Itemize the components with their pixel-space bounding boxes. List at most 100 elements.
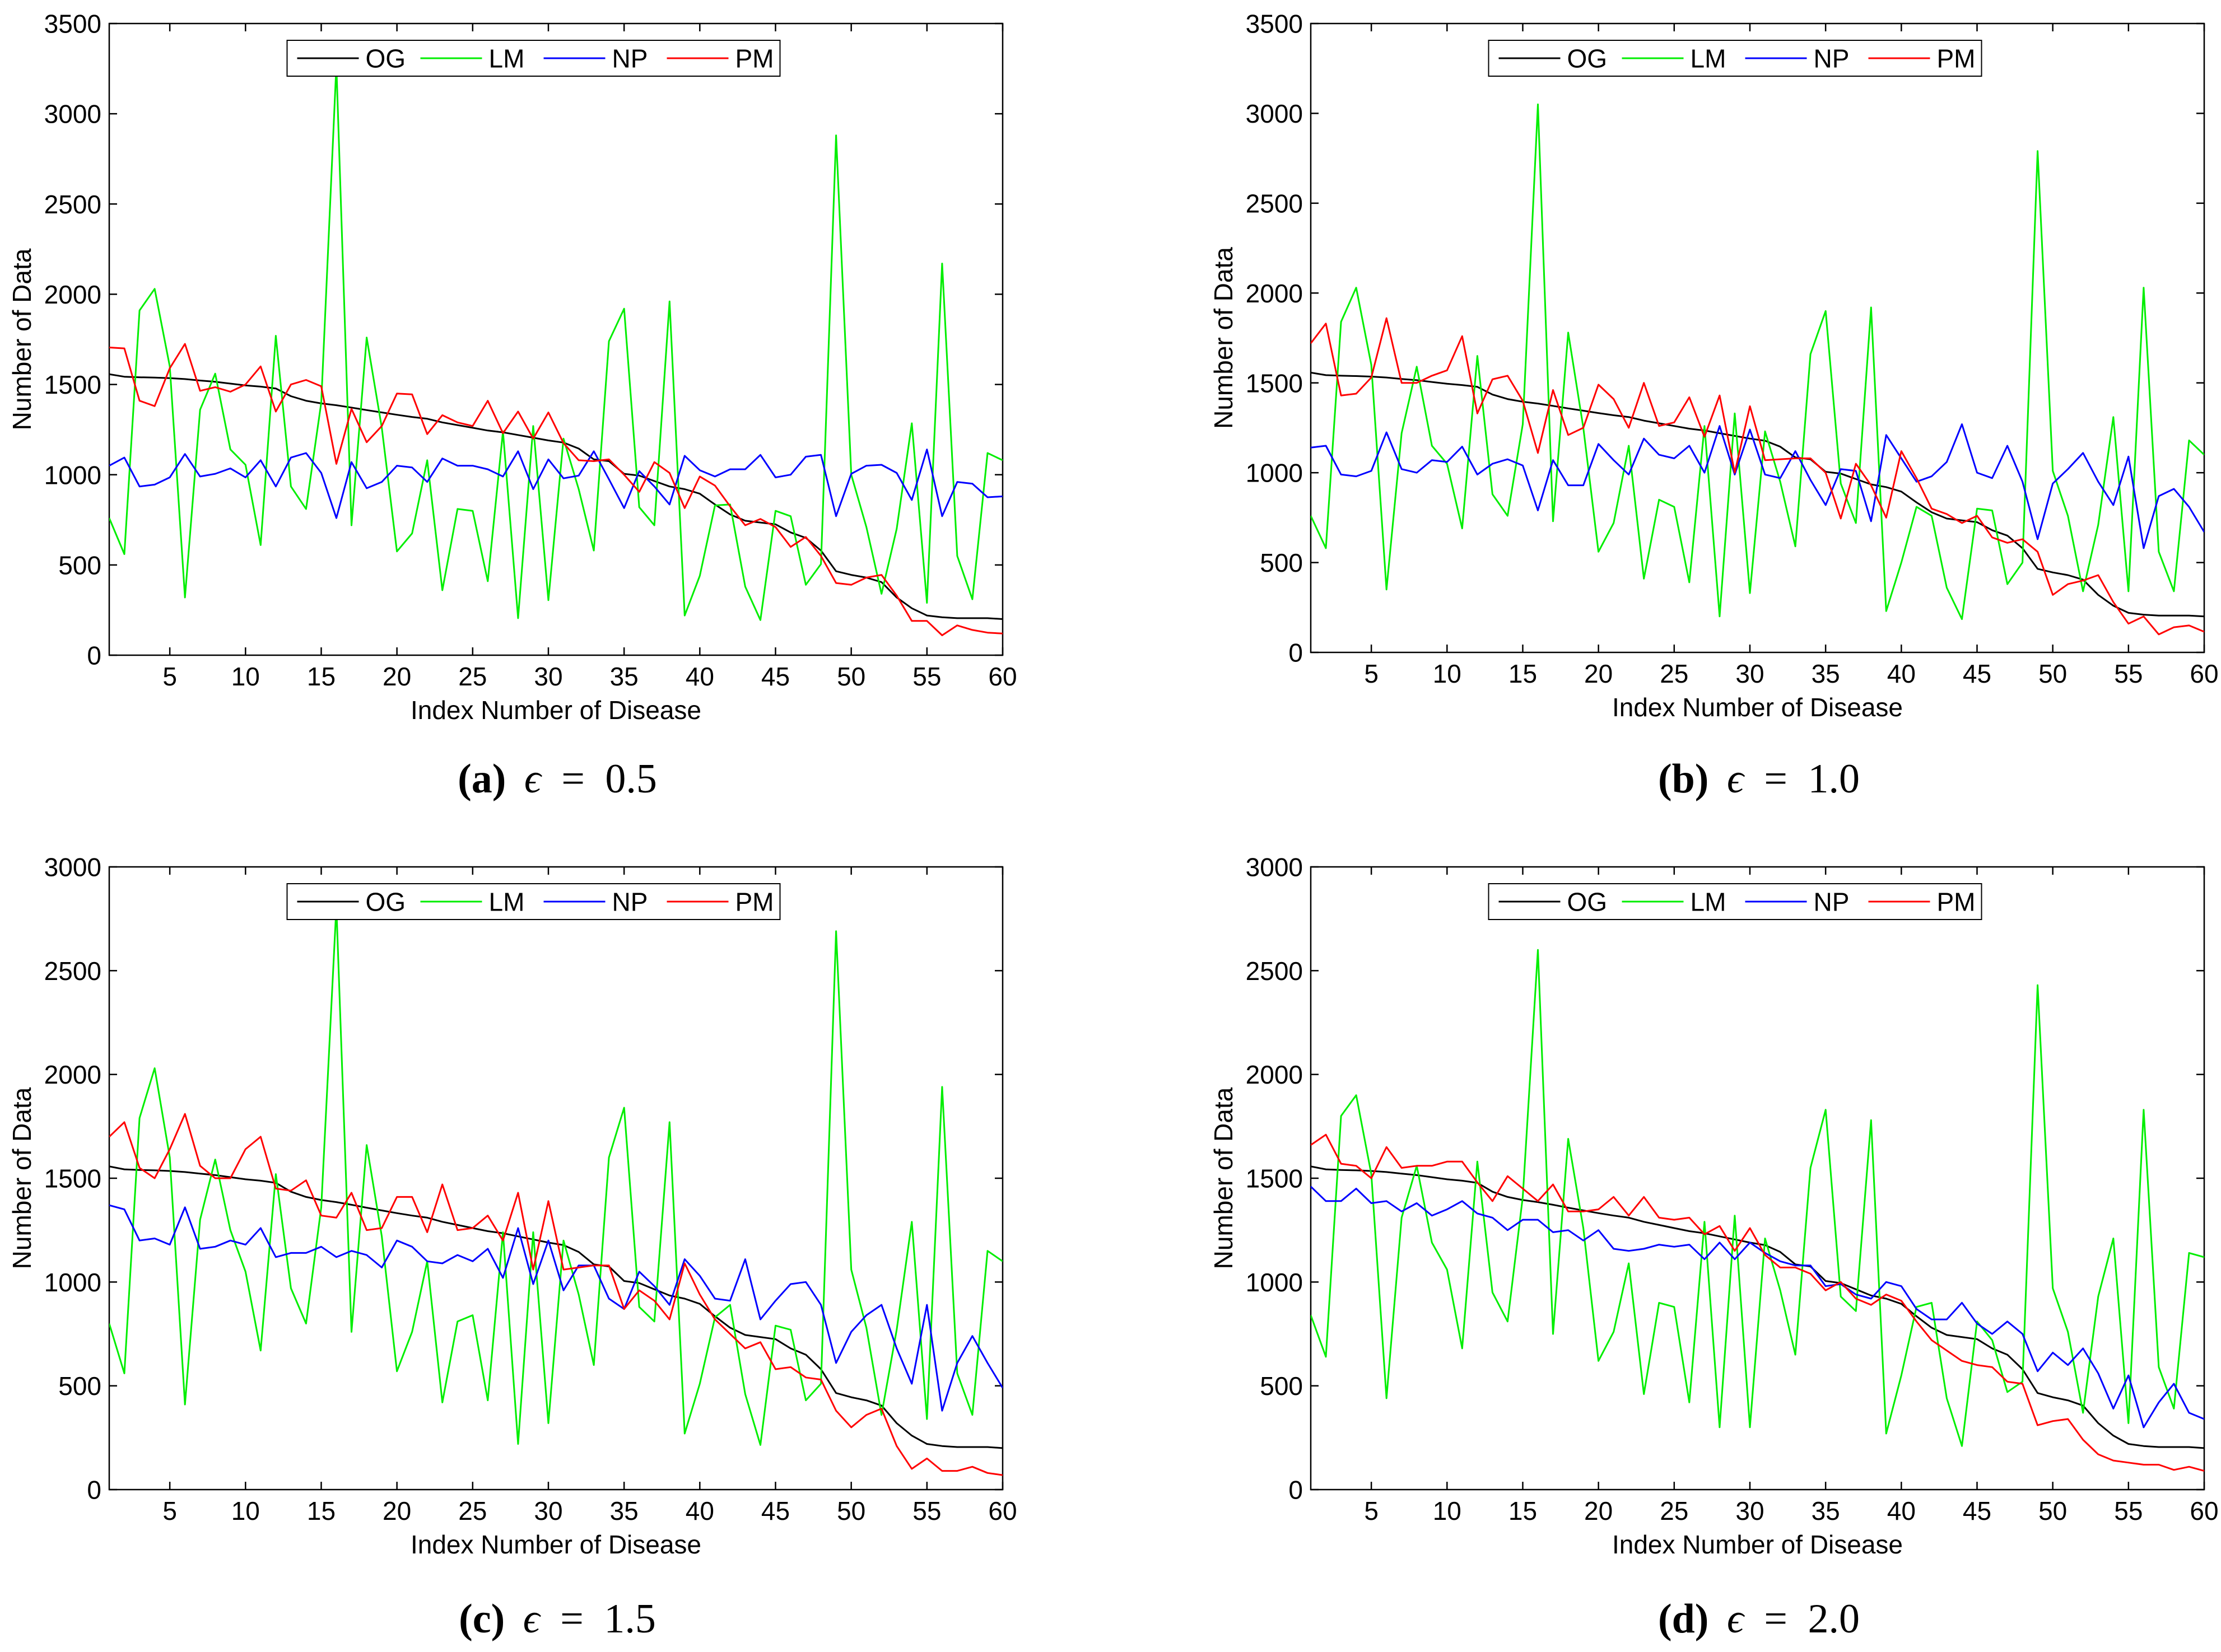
caption-value: 1.5 — [604, 1596, 656, 1642]
series-line-lm — [109, 905, 1003, 1446]
x-tick-label: 20 — [383, 1496, 411, 1525]
caption-value: 1.0 — [1808, 756, 1860, 802]
caption-a: (a) ϵ = 0.5 — [458, 756, 657, 802]
y-tick-label: 3000 — [1246, 853, 1303, 882]
x-tick-label: 5 — [162, 662, 177, 691]
legend-label-np: NP — [1814, 888, 1850, 917]
y-tick-label: 1000 — [44, 1268, 101, 1297]
x-tick-label: 30 — [534, 662, 562, 691]
x-tick-label: 40 — [1887, 659, 1916, 688]
x-tick-label: 45 — [1963, 659, 1991, 688]
x-tick-label: 30 — [534, 1496, 562, 1525]
legend-label-pm: PM — [735, 888, 774, 917]
x-tick-label: 15 — [1508, 659, 1537, 688]
caption-label: (c) — [459, 1596, 505, 1642]
x-axis-label: Index Number of Disease — [1612, 693, 1903, 722]
series-line-pm — [109, 343, 1003, 636]
y-tick-label: 1000 — [1246, 1268, 1303, 1297]
caption-epsilon: ϵ — [523, 1596, 542, 1642]
y-tick-label: 500 — [1260, 1371, 1303, 1401]
y-tick-label: 0 — [1288, 638, 1303, 668]
x-tick-label: 60 — [2190, 659, 2218, 688]
y-axis-label: Number of Data — [1209, 247, 1238, 429]
x-tick-label: 5 — [1364, 1496, 1379, 1525]
y-tick-label: 3000 — [44, 100, 101, 129]
svg-text:(b) ϵ =: (b) ϵ = 1.0 — [1658, 756, 1860, 802]
y-tick-label: 2500 — [44, 190, 101, 219]
y-tick-label: 1000 — [44, 460, 101, 489]
series-group — [1311, 949, 2204, 1472]
plot-area — [108, 866, 1004, 1491]
x-tick-label: 55 — [912, 662, 941, 691]
x-tick-label: 5 — [162, 1496, 177, 1525]
y-tick-label: 1500 — [1246, 1164, 1303, 1193]
x-tick-label: 50 — [837, 662, 865, 691]
legend: OG LM NP PM — [1488, 40, 1982, 77]
series-line-og — [1311, 1165, 2204, 1449]
x-tick-label: 20 — [1584, 659, 1613, 688]
caption-equals: = — [561, 756, 585, 802]
series-line-lm — [1311, 103, 2204, 620]
y-tick-label: 3500 — [44, 10, 101, 39]
y-axis-label: Number of Data — [7, 248, 36, 430]
caption-equals: = — [1764, 756, 1787, 802]
y-tick-label: 0 — [87, 641, 101, 670]
chart-panel-c: 0 500 1000 1500 2000 2500 3000 5 10 15 20 25 30 35 40 4… — [7, 853, 1017, 1559]
x-tick-label: 45 — [761, 662, 790, 691]
y-tick-label: 3500 — [1246, 10, 1303, 39]
x-axis-label: Index Number of Disease — [1612, 1530, 1903, 1559]
caption-equals: = — [1764, 1596, 1787, 1642]
x-tick-label: 5 — [1364, 659, 1379, 688]
x-tick-label: 15 — [1508, 1496, 1537, 1525]
y-tick-label: 2000 — [1246, 279, 1303, 308]
y-tick-label: 2500 — [1246, 956, 1303, 986]
series-line-np — [1311, 1186, 2204, 1429]
caption-b: (b) ϵ = 1.0 — [1658, 756, 1860, 802]
plot-area — [108, 22, 1004, 656]
y-axis-label: Number of Data — [1209, 1087, 1238, 1269]
y-tick-label: 2000 — [44, 280, 101, 309]
legend-label-lm: LM — [1691, 44, 1726, 73]
y-tick-label: 3000 — [44, 853, 101, 882]
plot-area — [1310, 22, 2205, 654]
y-tick-label: 0 — [87, 1476, 101, 1505]
legend: OG LM NP PM — [286, 40, 781, 77]
series-line-lm — [1311, 949, 2204, 1447]
x-tick-label: 55 — [912, 1496, 941, 1525]
x-tick-label: 35 — [610, 662, 639, 691]
legend-label-lm: LM — [1691, 888, 1726, 917]
legend: OG LM NP PM — [1488, 883, 1982, 920]
caption-label: (d) — [1658, 1596, 1708, 1642]
x-tick-label: 50 — [2038, 659, 2067, 688]
y-tick-label: 3000 — [1246, 99, 1303, 128]
caption-equals: = — [560, 1596, 584, 1642]
y-tick-label: 0 — [1288, 1476, 1303, 1505]
legend-label-np: NP — [1814, 44, 1850, 73]
chart-panel-b: 0 500 1000 1500 2000 2500 3000 3500 5 10 15 20 25 30 3… — [1209, 10, 2219, 722]
x-tick-label: 15 — [307, 662, 336, 691]
x-tick-label: 45 — [1963, 1496, 1991, 1525]
caption-epsilon: ϵ — [1727, 1596, 1745, 1642]
x-tick-label: 50 — [837, 1496, 865, 1525]
x-tick-label: 60 — [988, 1496, 1017, 1525]
x-tick-label: 25 — [458, 1496, 487, 1525]
caption-value: 0.5 — [605, 756, 657, 802]
legend-label-pm: PM — [1937, 888, 1976, 917]
caption-d: (d) ϵ = 2.0 — [1658, 1596, 1860, 1642]
series-line-lm — [109, 64, 1003, 621]
legend: OG LM NP PM — [286, 883, 781, 920]
y-tick-label: 1500 — [44, 1164, 101, 1193]
caption-epsilon: ϵ — [524, 756, 543, 802]
x-tick-label: 10 — [1433, 659, 1461, 688]
x-tick-label: 35 — [1812, 1496, 1840, 1525]
svg-text:(c) ϵ =: (c) ϵ = 1.5 — [459, 1596, 656, 1642]
y-tick-label: 500 — [1260, 548, 1303, 577]
chart-panel-a: 0 500 1000 1500 2000 2500 3000 3500 5 10 15 20 25 30 3… — [7, 10, 1017, 725]
y-tick-label: 2000 — [44, 1060, 101, 1089]
series-line-og — [1311, 371, 2204, 618]
caption-label: (b) — [1658, 756, 1708, 802]
series-line-pm — [109, 1113, 1003, 1476]
series-line-np — [109, 1204, 1003, 1412]
y-tick-label: 1500 — [1246, 368, 1303, 398]
